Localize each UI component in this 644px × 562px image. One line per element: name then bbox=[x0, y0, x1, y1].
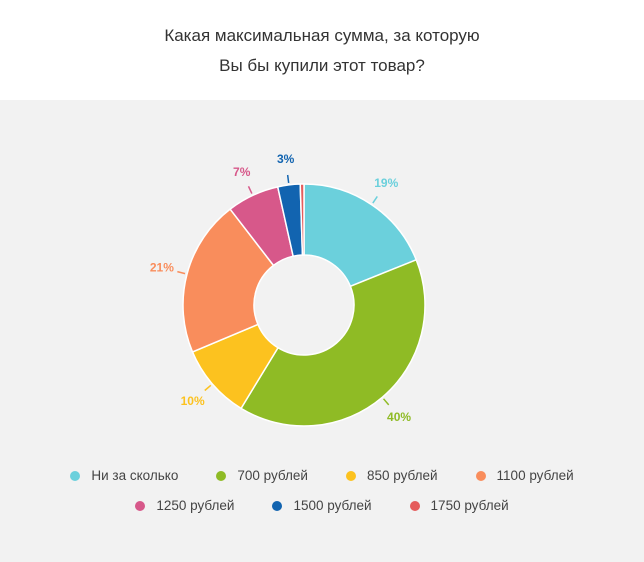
legend-label-0: Ни за сколько bbox=[91, 468, 179, 483]
slice-0[interactable] bbox=[303, 183, 418, 288]
chart-header: Какая максимальная сумма, за которую Вы … bbox=[0, 0, 644, 100]
legend-label-6: 1750 рублей bbox=[430, 498, 509, 513]
legend-swatch-6 bbox=[409, 500, 420, 511]
legend-label-1: 700 рублей bbox=[237, 468, 308, 483]
legend-item-5[interactable]: 1500 рублей bbox=[272, 498, 372, 513]
label-connector-1 bbox=[382, 398, 390, 406]
data-label-3: 21% bbox=[150, 261, 174, 275]
legend-swatch-2 bbox=[345, 470, 356, 481]
legend-swatch-4 bbox=[135, 500, 146, 511]
data-label-4: 7% bbox=[233, 165, 251, 179]
slice-3[interactable] bbox=[182, 208, 275, 353]
data-label-5: 3% bbox=[277, 152, 295, 166]
donut-chart: 19% 40% 10% 21% 7% 3% bbox=[150, 152, 426, 427]
slice-6[interactable] bbox=[299, 183, 305, 256]
legend-item-6[interactable]: 1750 рублей bbox=[409, 498, 509, 513]
label-connector-0 bbox=[372, 196, 378, 204]
legend-label-5: 1500 рублей bbox=[293, 498, 372, 513]
legend-item-0[interactable]: Ни за сколько bbox=[70, 468, 178, 483]
legend-label-4: 1250 рублей bbox=[156, 498, 235, 513]
label-connector-4 bbox=[247, 186, 253, 194]
label-connector-2 bbox=[204, 384, 212, 392]
legend-item-1[interactable]: 700 рублей bbox=[216, 468, 308, 483]
legend-row-2: 1250 рублей 1500 рублей 1750 рублей bbox=[0, 498, 644, 513]
data-label-1: 40% bbox=[387, 410, 411, 424]
legend-swatch-5 bbox=[272, 500, 283, 511]
legend-swatch-3 bbox=[475, 470, 486, 481]
chart-title-line-2: Вы бы купили этот товар? bbox=[219, 56, 425, 75]
label-connector-5 bbox=[286, 174, 290, 184]
legend-item-3[interactable]: 1100 рублей bbox=[475, 468, 574, 483]
data-label-0: 19% bbox=[374, 176, 398, 190]
legend-label-3: 1100 рублей bbox=[496, 468, 574, 483]
data-label-2: 10% bbox=[181, 394, 205, 408]
legend-row-1: Ни за сколько 700 рублей 850 рублей 1100 ру… bbox=[0, 468, 644, 483]
legend-swatch-0 bbox=[70, 470, 81, 481]
label-connector-3 bbox=[177, 270, 186, 275]
legend-label-2: 850 рублей bbox=[366, 468, 438, 483]
legend-item-4[interactable]: 1250 рублей bbox=[135, 498, 234, 513]
legend-swatch-1 bbox=[216, 470, 227, 481]
legend-item-2[interactable]: 850 рублей bbox=[345, 468, 438, 483]
slice-1[interactable] bbox=[240, 258, 426, 427]
chart-title-line-1: Какая максимальная сумма, за которую bbox=[164, 26, 480, 45]
